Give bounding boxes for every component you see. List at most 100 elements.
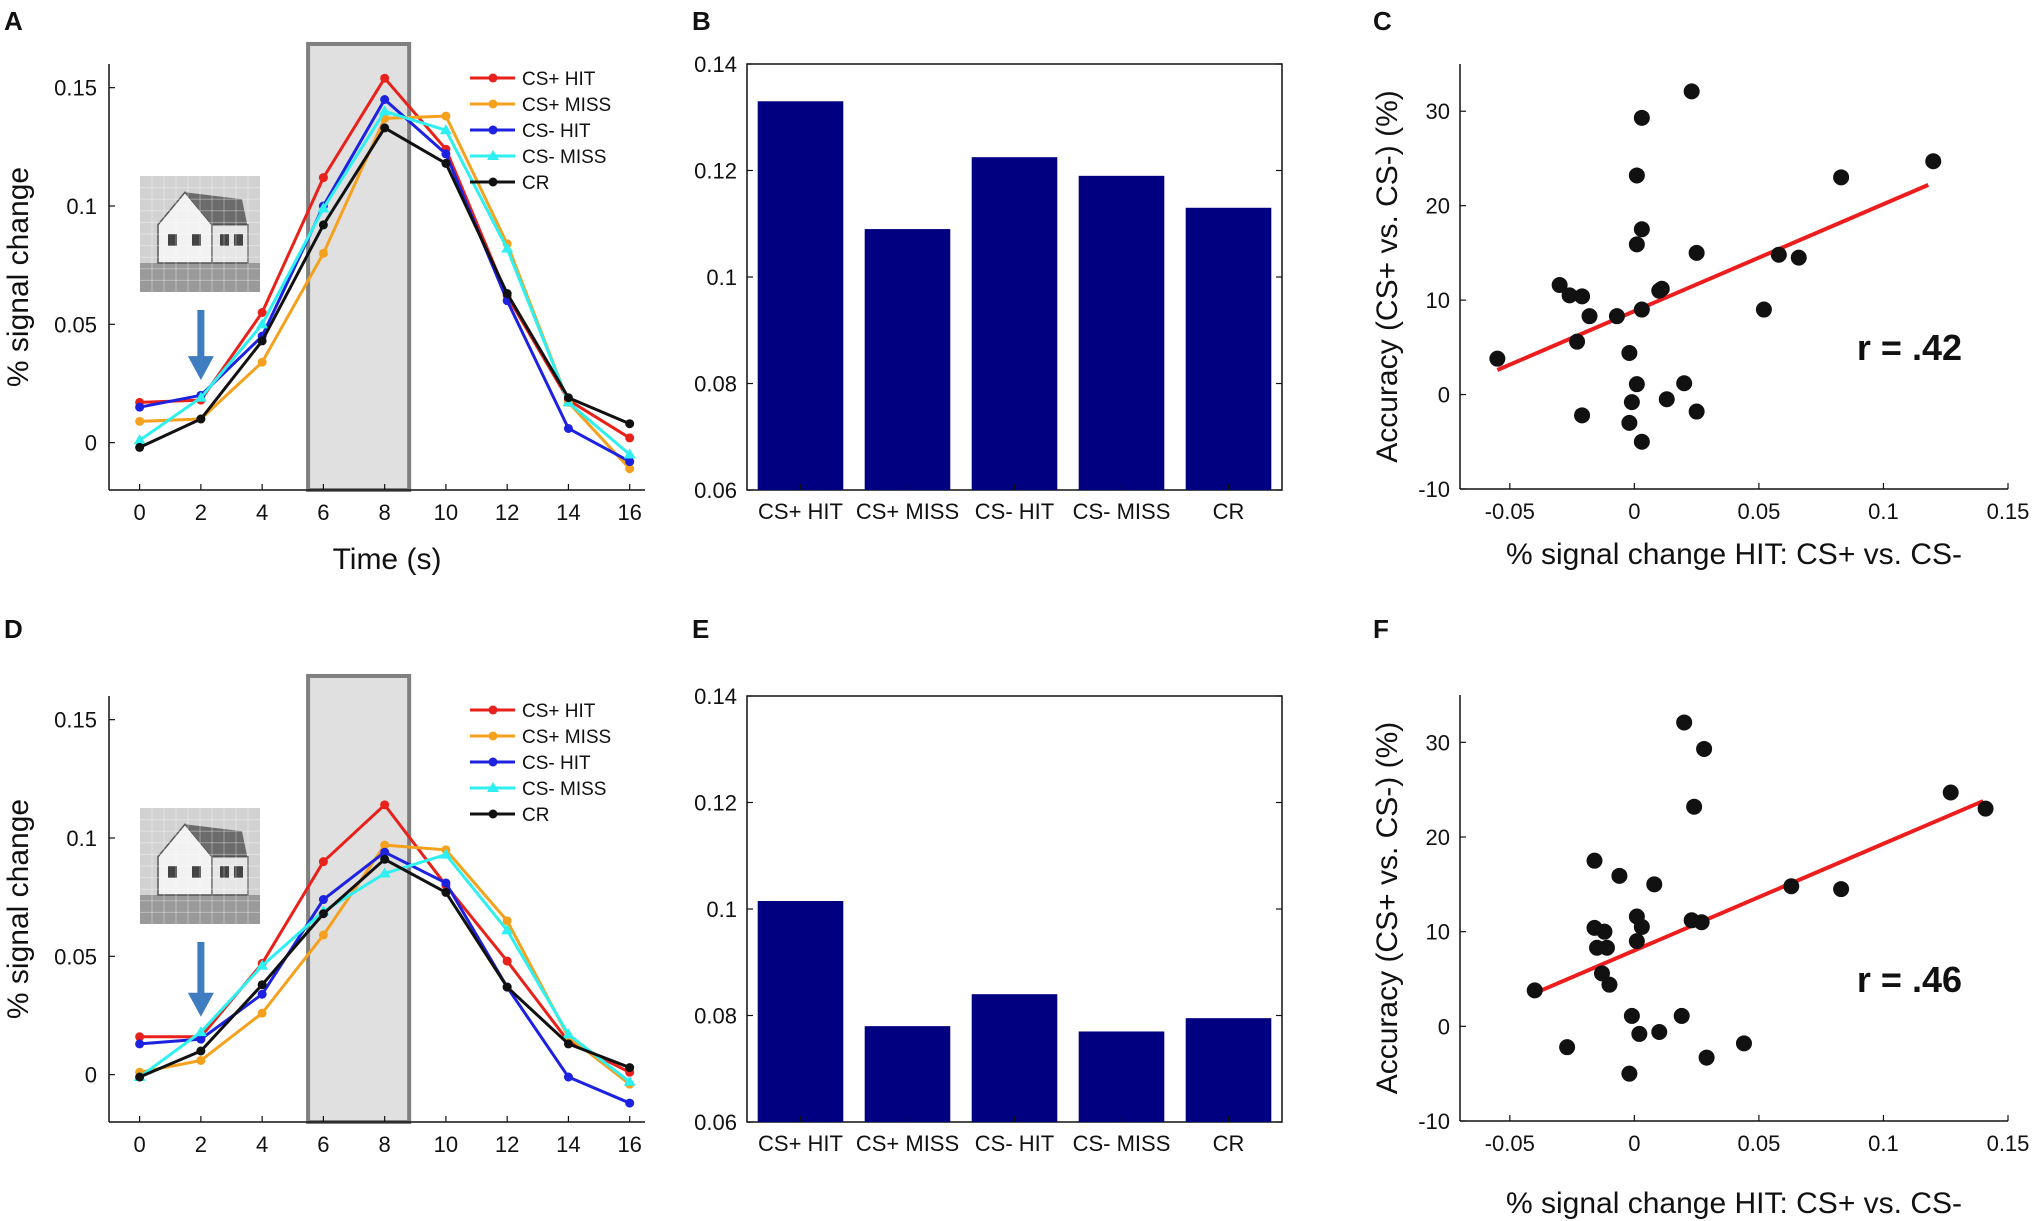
x-tick-label: CR — [1213, 499, 1245, 524]
data-point — [380, 847, 390, 857]
legend-label: CR — [522, 805, 549, 826]
scatter-point — [1688, 244, 1705, 261]
x-tick-label: 16 — [617, 1132, 641, 1157]
timecourse-chart-d: 0 2 4 6 8 10 12 14 16 0 0.05 0.1 0.15 % signal change… — [2, 674, 645, 1157]
scatter-point — [1770, 246, 1787, 263]
scatter-point — [1559, 1039, 1576, 1056]
y-tick-label: 0.05 — [54, 944, 97, 969]
y-axis-title: Accuracy (CS+ vs. CS-) (%) — [1371, 90, 1404, 463]
x-tick-label: CS- MISS — [1073, 1131, 1171, 1156]
scatter-point — [1608, 308, 1625, 325]
scatter-point — [1833, 881, 1850, 898]
data-point — [318, 895, 328, 905]
house-photo-icon — [140, 176, 260, 292]
scatter-point — [1633, 918, 1650, 935]
legend-label: CS- MISS — [522, 147, 606, 168]
x-tick-label: 16 — [617, 500, 641, 525]
data-point — [318, 930, 328, 940]
scatter-point — [1651, 1024, 1668, 1041]
x-tick-label: 0.1 — [1868, 1131, 1899, 1156]
scatter-point — [1574, 407, 1591, 424]
data-point — [257, 336, 267, 346]
data-point — [502, 982, 512, 992]
legend-label: CS- HIT — [522, 121, 591, 142]
x-tick-label: 8 — [379, 500, 391, 525]
y-tick-label: 0 — [85, 431, 97, 456]
y-tick-label: 0.12 — [694, 159, 737, 184]
house-photo-ground — [140, 895, 260, 924]
data-point — [441, 158, 451, 168]
down-arrow-icon — [187, 942, 214, 1017]
y-tick-label: 0.05 — [54, 312, 97, 337]
house-photo-window — [168, 866, 177, 878]
correlation-annotation: r = .42 — [1857, 327, 1962, 368]
bar-chart-b: CS+ HIT CS+ MISS CS- HIT CS- MISS CR 0.06 0.08… — [694, 52, 1283, 524]
legend-label: CS- HIT — [522, 753, 591, 774]
x-tick-label: 0 — [1628, 1131, 1640, 1156]
y-tick-label: 0.08 — [694, 372, 737, 397]
scatter-point — [1686, 798, 1703, 815]
data-point — [196, 1046, 206, 1056]
scatter-point — [1596, 923, 1613, 940]
scatter-point — [1833, 169, 1850, 186]
bar-cr — [1185, 207, 1272, 490]
x-tick-label: 10 — [434, 1132, 458, 1157]
house-photo-window — [220, 234, 229, 246]
scatter-point — [1628, 376, 1645, 393]
scatter-point — [1698, 1049, 1715, 1066]
legend-marker — [487, 150, 499, 160]
house-photo-window — [234, 866, 243, 878]
scatter-point — [1631, 1025, 1648, 1042]
legend-marker — [488, 73, 498, 83]
scatter-point — [1623, 1007, 1640, 1024]
legend-marker — [488, 177, 498, 187]
scatter-point — [1598, 939, 1615, 956]
data-point — [135, 1039, 145, 1049]
y-axis-title: % signal change — [2, 799, 35, 1019]
x-tick-label: 6 — [317, 1132, 329, 1157]
data-point — [194, 391, 207, 402]
scatter-point — [1628, 167, 1645, 184]
x-tick-label: 2 — [195, 500, 207, 525]
data-point — [317, 202, 330, 213]
data-point — [196, 1034, 206, 1044]
data-point — [133, 434, 146, 445]
y-tick-label: 0.08 — [694, 1004, 737, 1029]
legend-label: CR — [522, 173, 549, 194]
scatter-point — [1633, 301, 1650, 318]
legend-marker — [488, 125, 498, 135]
legend-label: CS+ HIT — [522, 701, 596, 722]
data-point — [439, 124, 452, 135]
scatter-point — [1623, 394, 1640, 411]
data-point — [380, 73, 390, 83]
y-tick-label: 20 — [1426, 825, 1450, 850]
scatter-point — [1646, 876, 1663, 893]
y-tick-label: 0.06 — [694, 478, 737, 503]
bar-chart-e: CS+ HIT CS+ MISS CS- HIT CS- MISS CR 0.06 0.08… — [694, 684, 1283, 1156]
scatter-point — [1569, 333, 1586, 350]
legend-label: CS+ MISS — [522, 727, 611, 748]
x-tick-label: 14 — [556, 500, 580, 525]
data-point — [378, 105, 391, 116]
scatter-chart-f: -0.05 0 0.05 0.1 0.15 -10 0 10 20 30 r = .46 Accura… — [1371, 695, 2029, 1220]
x-tick-label: 6 — [317, 500, 329, 525]
house-photo-window — [192, 234, 201, 246]
y-axis-title: Accuracy (CS+ vs. CS-) (%) — [1371, 722, 1404, 1095]
y-tick-label: 0.06 — [694, 1110, 737, 1135]
x-tick-label: CR — [1213, 1131, 1245, 1156]
y-tick-label: 10 — [1426, 920, 1450, 945]
data-point — [135, 416, 145, 426]
data-point — [502, 289, 512, 299]
x-tick-label: 0.15 — [1987, 499, 2030, 524]
legend-marker — [487, 782, 499, 792]
data-point — [257, 989, 267, 999]
y-tick-label: 0.15 — [54, 708, 97, 733]
legend-marker — [488, 705, 498, 715]
y-tick-label: 30 — [1426, 730, 1450, 755]
data-point — [380, 840, 390, 850]
bar-cs-miss — [1078, 175, 1165, 490]
data-point — [380, 95, 390, 104]
data-point — [563, 423, 573, 433]
data-point — [256, 318, 269, 329]
panel-letter-f: F — [1373, 614, 1389, 644]
